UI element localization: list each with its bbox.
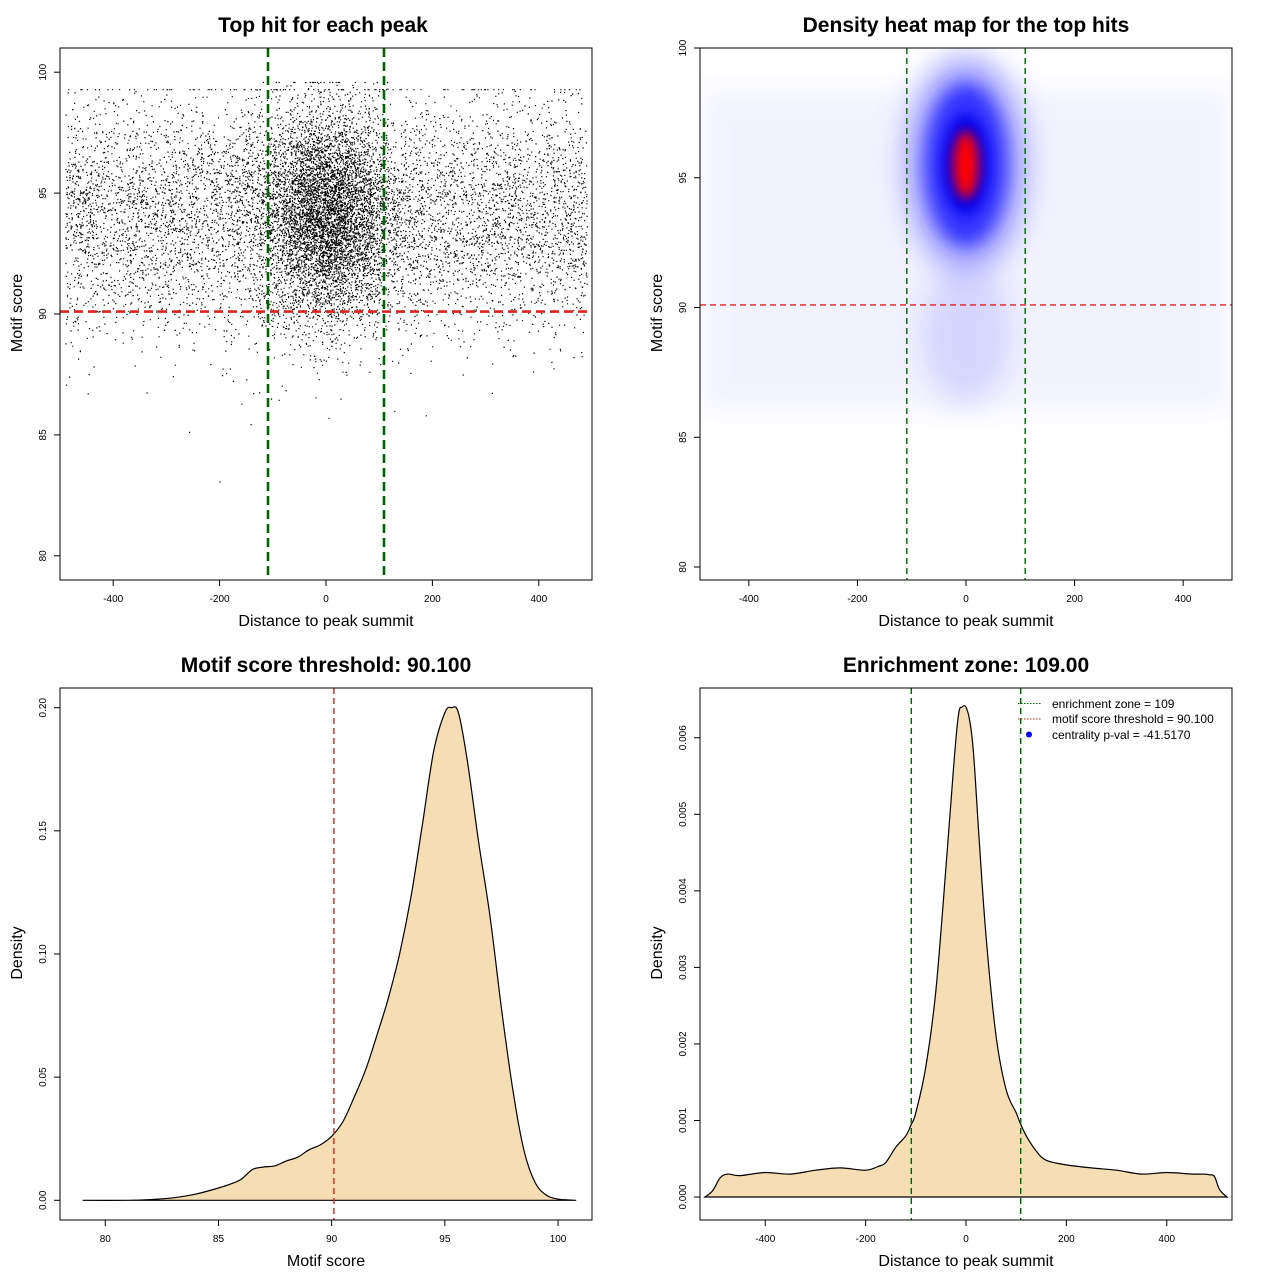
scatter-plot-frame (59, 47, 593, 581)
heatmap-ticks: -400 -200 0 200 400 80 85 90 95 100 (678, 39, 1192, 605)
2|score-density-ytick-label: 0.20 (38, 698, 49, 718)
score-density-ticks: 80 85 90 95 100 0.00 0.05 0.10 0.15 0.20 (38, 698, 567, 1245)
2|score-density-ytick-label: 0.10 (38, 944, 49, 964)
score-density-ylabel: Density (9, 926, 26, 979)
0|scatter-ytick-label: 80 (38, 550, 49, 562)
legend: enrichment zone = 109 motif score thresh… (1018, 697, 1214, 742)
0|scatter-ytick-label: 100 (38, 63, 49, 80)
heatmap-ylabel: Motif score (649, 274, 666, 352)
0|scatter-xtick-label: 400 (530, 594, 547, 605)
1|heatmap-ytick-label: 90 (678, 302, 689, 314)
distance-density-xlabel: Distance to peak summit (878, 1253, 1054, 1270)
heatmap-lower-tail (921, 263, 1011, 404)
1|heatmap-ytick-label: 95 (678, 172, 689, 184)
distance-density-ylabel: Density (649, 926, 666, 979)
1|heatmap-ytick-label: 80 (678, 561, 689, 573)
1|heatmap-xtick-label: -200 (847, 594, 867, 605)
score-density-title: Motif score threshold: 90.100 (181, 654, 472, 677)
0|scatter-xtick-label: 0 (323, 594, 329, 605)
scatter-ticks: -400 -200 0 200 400 80 85 90 95 100 (38, 63, 548, 605)
heatmap-panel: Density heat map for the top hits Distan… (649, 14, 1233, 630)
score-density-xlabel: Motif score (287, 1253, 365, 1270)
0|scatter-ytick-label: 95 (38, 187, 49, 199)
score-density-plot-frame (59, 687, 593, 1221)
0|scatter-ytick-label: 85 (38, 429, 49, 441)
3|distance-density-ytick-label: 0.001 (678, 1108, 689, 1133)
scatter-reference-lines (60, 48, 592, 580)
score-density-panel: Motif score threshold: 90.100 Motif scor… (9, 654, 593, 1270)
3|distance-density-ytick-label: 0.004 (678, 878, 689, 903)
2|score-density-ytick-label: 0.00 (38, 1190, 49, 1210)
scatter-xlabel: Distance to peak summit (238, 613, 414, 630)
0|scatter-xtick-label: -200 (210, 594, 230, 605)
2|score-density-ytick-label: 0.05 (38, 1067, 49, 1087)
scatter-title: Top hit for each peak (218, 14, 428, 37)
distance-density-ticks: -400 -200 0 200 400 0.000 0.001 0.002 0.003 0.004… (678, 725, 1176, 1245)
2|score-density-xtick-label: 85 (213, 1234, 225, 1245)
scatter-ylabel: Motif score (9, 274, 26, 352)
1|heatmap-xtick-label: -400 (739, 594, 759, 605)
heatmap-xlabel: Distance to peak summit (878, 613, 1054, 630)
3|distance-density-ytick-label: 0.003 (678, 954, 689, 979)
distance-density-plot-frame (699, 687, 1233, 1221)
distance-density-title: Enrichment zone: 109.00 (843, 654, 1089, 677)
scatter-point-cloud (65, 81, 588, 483)
1|heatmap-xtick-label: 400 (1175, 594, 1192, 605)
1|heatmap-xtick-label: 200 (1066, 594, 1083, 605)
legend-threshold-label: motif score threshold = 90.100 (1052, 712, 1214, 726)
score-density-curve (82, 706, 577, 1201)
heatmap-reference-lines (700, 48, 1232, 580)
heatmap-density (700, 54, 1232, 412)
legend-pval-label: centrality p-val = -41.5170 (1052, 728, 1191, 742)
legend-pval-swatch (1026, 731, 1032, 738)
legend-enrichment-label: enrichment zone = 109 (1052, 697, 1175, 711)
heatmap-peak (953, 130, 979, 199)
2|score-density-xtick-label: 80 (100, 1234, 112, 1245)
2|score-density-xtick-label: 90 (326, 1234, 338, 1245)
3|distance-density-xtick-label: 400 (1158, 1234, 1175, 1245)
3|distance-density-xtick-label: -400 (755, 1234, 775, 1245)
2|score-density-ytick-label: 0.15 (38, 821, 49, 841)
scatter-panel: Top hit for each peak Distance to peak s… (9, 14, 593, 630)
1|heatmap-xtick-label: 0 (963, 594, 969, 605)
2|score-density-xtick-label: 100 (550, 1234, 567, 1245)
heatmap-title: Density heat map for the top hits (803, 14, 1130, 37)
3|distance-density-xtick-label: -200 (856, 1234, 876, 1245)
3|distance-density-ytick-label: 0.006 (678, 725, 689, 750)
distance-density-panel: Enrichment zone: 109.00 Distance to peak… (649, 654, 1233, 1270)
scatter-points (65, 81, 588, 483)
3|distance-density-xtick-label: 200 (1058, 1234, 1075, 1245)
3|distance-density-xtick-label: 0 (963, 1234, 969, 1245)
1|heatmap-ytick-label: 100 (678, 39, 689, 56)
0|scatter-xtick-label: 200 (424, 594, 441, 605)
3|distance-density-ytick-label: 0.005 (678, 801, 689, 826)
heatmap-plot-frame (699, 47, 1233, 581)
3|distance-density-ytick-label: 0.002 (678, 1031, 689, 1056)
0|scatter-ytick-label: 90 (38, 308, 49, 320)
distance-density-curve (703, 705, 1229, 1198)
3|distance-density-ytick-label: 0.000 (678, 1184, 689, 1209)
distance-density-reference-lines (910, 688, 1022, 1220)
0|scatter-xtick-label: -400 (103, 594, 123, 605)
1|heatmap-ytick-label: 85 (678, 431, 689, 443)
2|score-density-xtick-label: 95 (439, 1234, 451, 1245)
